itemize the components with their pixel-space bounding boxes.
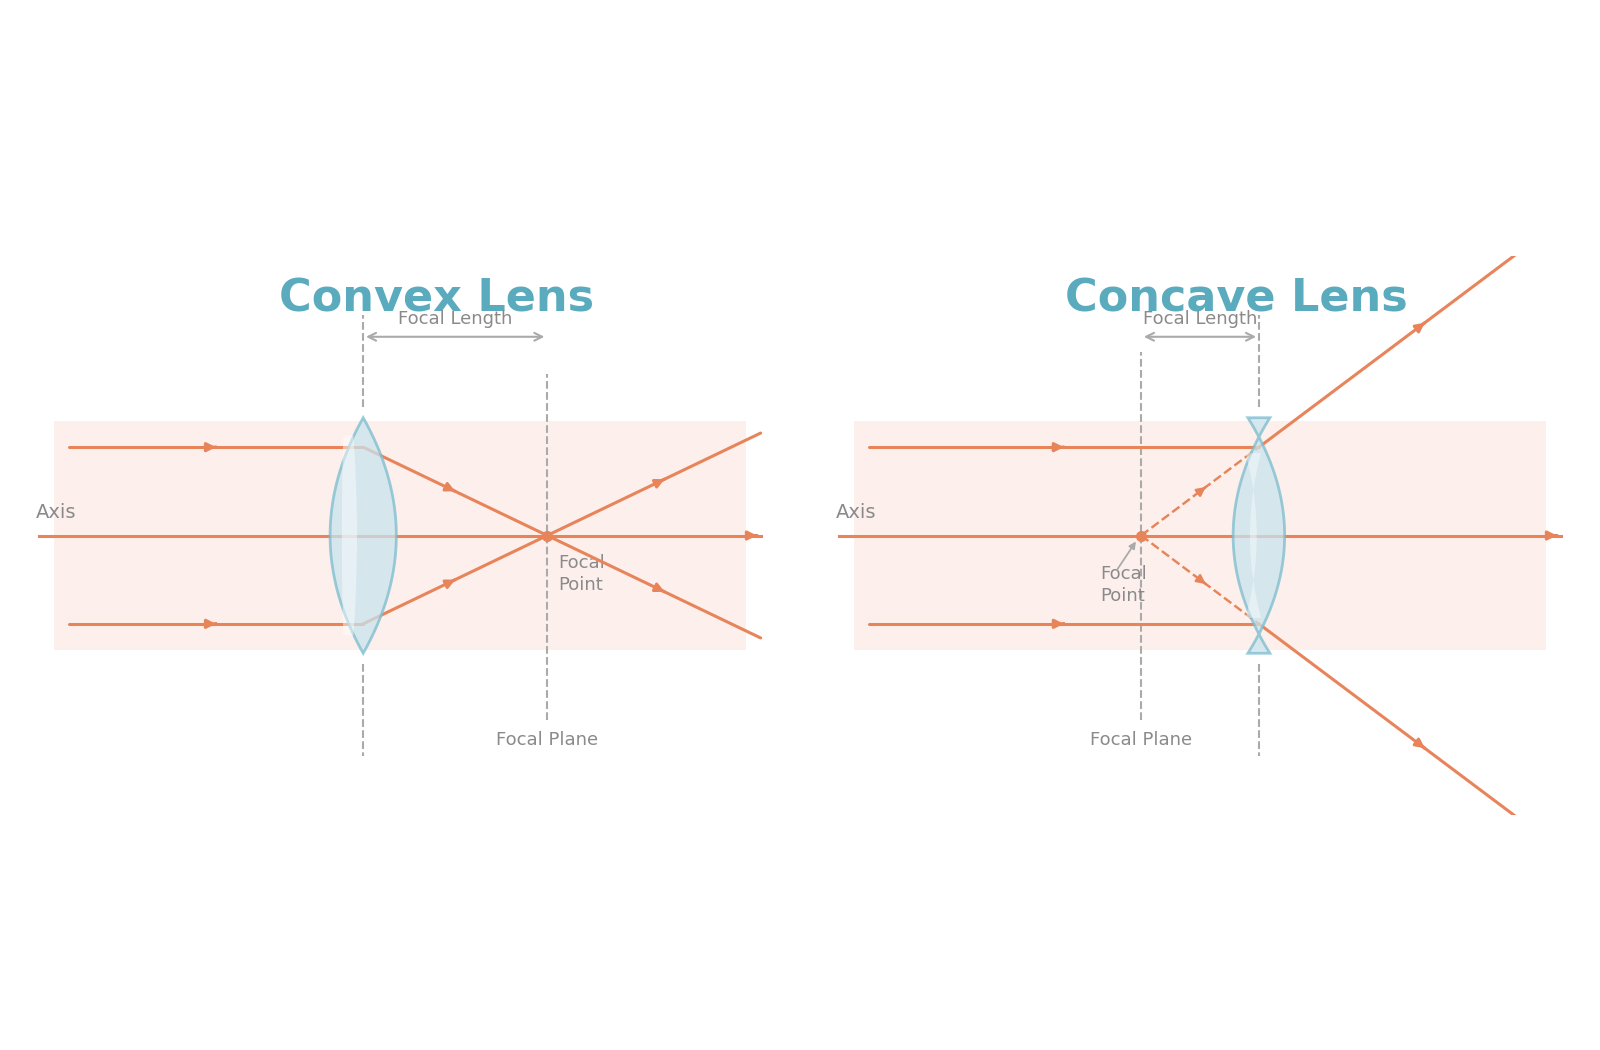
Text: Axis: Axis [835,503,877,522]
Polygon shape [330,418,397,653]
Text: Focal
Point: Focal Point [1101,565,1147,605]
Text: Convex Lens: Convex Lens [280,278,594,321]
Text: Focal Length: Focal Length [398,310,512,328]
Text: Concave Lens: Concave Lens [1066,278,1408,321]
Bar [54,421,746,650]
Polygon shape [1246,453,1261,618]
Text: Focal Plane: Focal Plane [1090,731,1192,749]
Bar [854,421,1546,650]
Polygon shape [342,436,357,635]
Text: Focal Plane: Focal Plane [496,731,598,749]
Polygon shape [1234,418,1285,653]
Text: Axis: Axis [35,503,77,522]
Text: Focal Length: Focal Length [1142,310,1258,328]
Text: Focal
Point: Focal Point [558,554,605,594]
